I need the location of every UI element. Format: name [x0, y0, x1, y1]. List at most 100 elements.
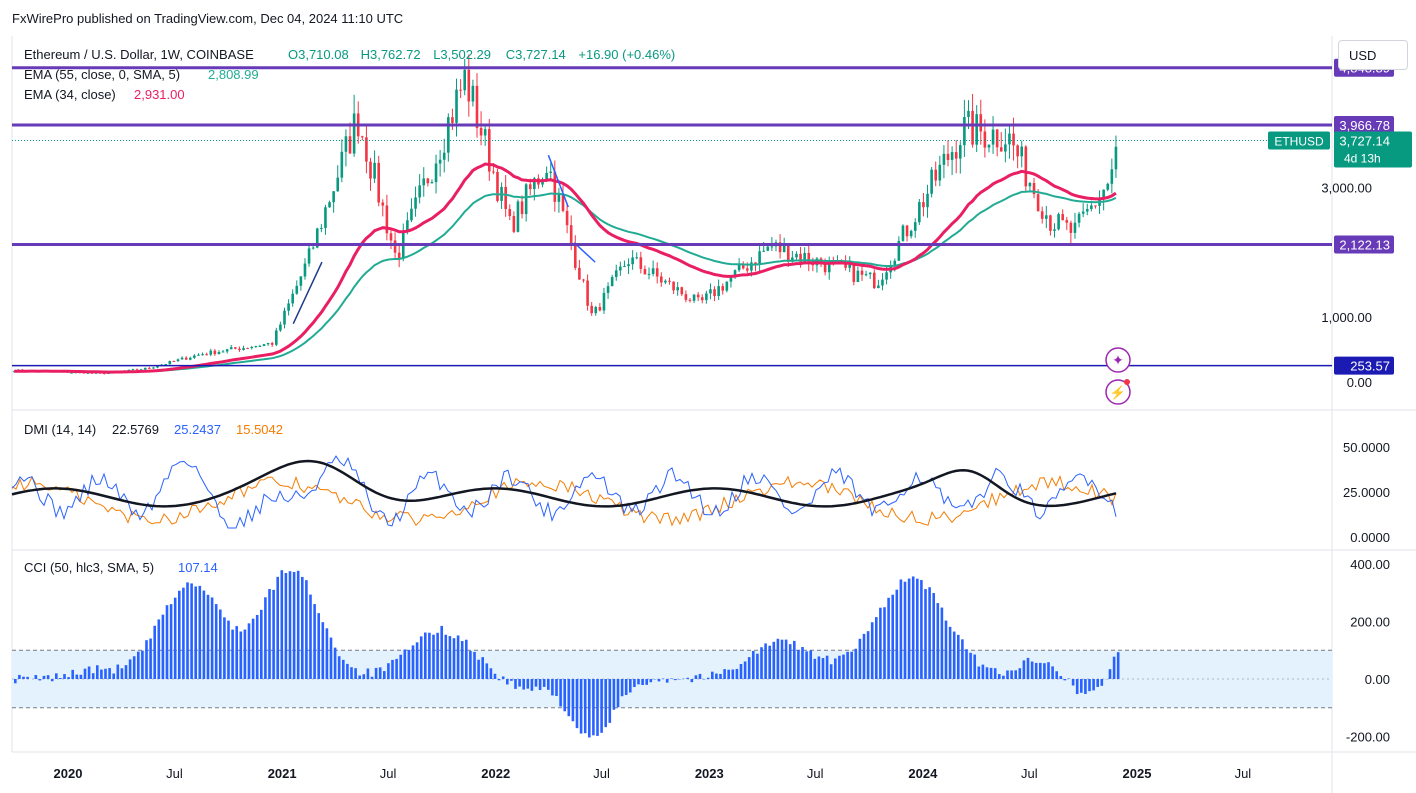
candle-body — [475, 85, 479, 128]
candle-body — [746, 268, 749, 271]
candle-body — [827, 260, 831, 273]
price-axis-tick: 1,000.00 — [1321, 310, 1372, 325]
candle-body — [660, 276, 663, 283]
time-axis-tick: 2023 — [695, 766, 724, 781]
candle-body — [885, 272, 888, 280]
candle-body — [131, 369, 135, 371]
cci-axis-tick: 400.00 — [1350, 557, 1390, 572]
cci-bar — [788, 644, 792, 679]
cci-bar — [510, 679, 513, 681]
cci-bar — [829, 664, 833, 679]
cci-bar — [989, 667, 993, 679]
candle-body — [328, 202, 331, 208]
candle-body — [549, 171, 553, 173]
candle-body — [999, 147, 1003, 152]
cci-bar — [1100, 679, 1104, 686]
candle-body — [213, 350, 217, 355]
cci-bar — [428, 632, 431, 679]
cci-bar — [530, 679, 534, 691]
candle-body — [553, 171, 557, 202]
candle-body — [279, 324, 282, 331]
cci-bar — [780, 639, 784, 679]
cci-bar — [354, 668, 357, 679]
cci-bar — [1047, 662, 1050, 679]
candle-body — [668, 280, 671, 282]
candle-body — [369, 161, 372, 179]
candle-body — [651, 268, 655, 274]
candle-body — [623, 266, 626, 268]
cci-bar — [526, 679, 530, 689]
cci-bar — [272, 589, 275, 679]
cci-bar — [645, 679, 648, 685]
cci-bar — [219, 609, 222, 679]
cci-bar — [55, 673, 58, 679]
flash-icon[interactable] — [1105, 379, 1131, 405]
candle-body — [1053, 229, 1056, 231]
cci-bar — [620, 679, 624, 697]
cci-bar — [153, 625, 156, 679]
candle-body — [733, 270, 737, 278]
candle-body — [856, 270, 860, 282]
cci-bar — [268, 589, 271, 679]
candle-body — [344, 136, 348, 152]
cci-bar — [329, 637, 333, 679]
cci-bar — [842, 654, 845, 679]
cci-bar — [391, 659, 394, 679]
cci-bar — [301, 576, 304, 679]
candle-body — [975, 114, 978, 145]
cci-bar — [928, 587, 931, 679]
candle-body — [377, 162, 380, 203]
sparkle-icon[interactable] — [1105, 347, 1131, 373]
cci-bars — [14, 570, 1120, 738]
cci-bar — [907, 578, 911, 679]
candle-body — [852, 264, 856, 282]
candle-body — [217, 351, 221, 355]
currency-button[interactable]: USD — [1338, 40, 1408, 70]
cci-bar — [514, 679, 517, 689]
candle-body — [1045, 215, 1048, 219]
cci-bar — [977, 666, 981, 679]
ohlc-value: L3,502.29 — [433, 47, 491, 62]
cci-bar — [1071, 679, 1075, 686]
cci-bar — [801, 647, 804, 679]
candle-body — [1028, 183, 1032, 187]
cci-bar — [1002, 675, 1005, 679]
cci-bar — [559, 679, 562, 707]
cci-bar — [825, 655, 829, 679]
candle-body — [1020, 146, 1024, 157]
cci-bar — [124, 665, 128, 679]
cci-bar — [879, 607, 882, 679]
cci-bar — [911, 576, 915, 679]
time-axis-tick: 2022 — [481, 766, 510, 781]
candle-body — [672, 281, 675, 291]
candle-body — [926, 193, 929, 208]
candle-body — [1032, 183, 1036, 195]
level-price-tag — [1334, 356, 1394, 375]
level-price-label: 2,122.13 — [1339, 237, 1390, 252]
cci-bar — [1030, 661, 1034, 679]
cci-bar — [870, 622, 874, 679]
cci-bar — [309, 594, 312, 679]
candle-body — [602, 292, 606, 311]
candle-body — [938, 164, 942, 181]
cci-bar — [264, 597, 267, 679]
candle-body — [864, 274, 868, 276]
dmi-adx-value: 22.5769 — [112, 422, 159, 437]
cci-bar — [698, 673, 702, 679]
candle-body — [958, 145, 962, 159]
flash-icon-glyph: ⚡ — [1110, 385, 1126, 401]
candle-body — [188, 357, 192, 360]
cci-bar — [760, 647, 763, 679]
cci-bar — [104, 668, 107, 679]
cci-bar — [916, 578, 919, 679]
candle-body — [643, 268, 647, 275]
candle-body — [1085, 209, 1089, 212]
indicator-value: 2,808.99 — [208, 67, 259, 82]
candle-body — [844, 262, 847, 268]
cci-bar — [38, 679, 42, 681]
cci-bar — [460, 641, 464, 679]
cci-bar — [260, 609, 263, 679]
candle-body — [266, 343, 270, 345]
candle-body — [1114, 146, 1118, 170]
